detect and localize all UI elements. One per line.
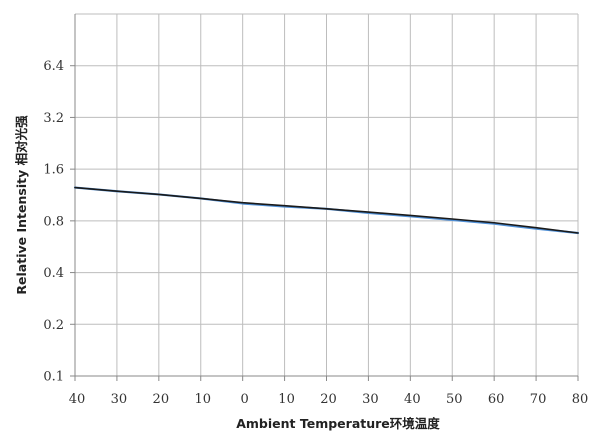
x-tick-label: 60	[488, 392, 505, 407]
x-tick-label: 70	[530, 392, 547, 407]
x-tick-label: 10	[278, 392, 295, 407]
x-tick-label: 20	[320, 392, 337, 407]
series-layer	[73, 186, 580, 235]
y-tick-label: 0.1	[43, 370, 64, 385]
y-axis-title: Relative Intensity 相对光强	[14, 115, 29, 295]
grid	[74, 13, 579, 376]
x-tick-label: 40	[404, 392, 421, 407]
y-tick-label: 1.6	[43, 163, 64, 178]
series-line-dark	[74, 186, 579, 234]
x-tick-label: 20	[153, 392, 170, 407]
x-tick-label: 10	[194, 392, 211, 407]
x-tick-label: 30	[111, 392, 128, 407]
y-tick-label: 3.2	[43, 111, 64, 126]
y-tick-label: 6.4	[43, 59, 64, 74]
y-tick-label: 0.8	[43, 214, 64, 229]
x-tick-label: 0	[241, 392, 249, 407]
y-tick-label: 0.2	[43, 318, 64, 333]
x-tick-label: 80	[572, 392, 589, 407]
x-tick-label: 30	[362, 392, 379, 407]
x-tick-label: 40	[69, 392, 86, 407]
x-tick-label: 50	[446, 392, 463, 407]
axes	[70, 14, 579, 381]
x-tick-labels: 40 30 20 10 0 10 20 30 40 50 60 70 80	[69, 392, 589, 407]
x-axis-title: Ambient Temperature环境温度	[236, 416, 440, 431]
y-tick-label: 0.4	[43, 266, 64, 281]
y-tick-labels: 0.1 0.2 0.4 0.8 1.6 3.2 6.4	[43, 59, 64, 384]
